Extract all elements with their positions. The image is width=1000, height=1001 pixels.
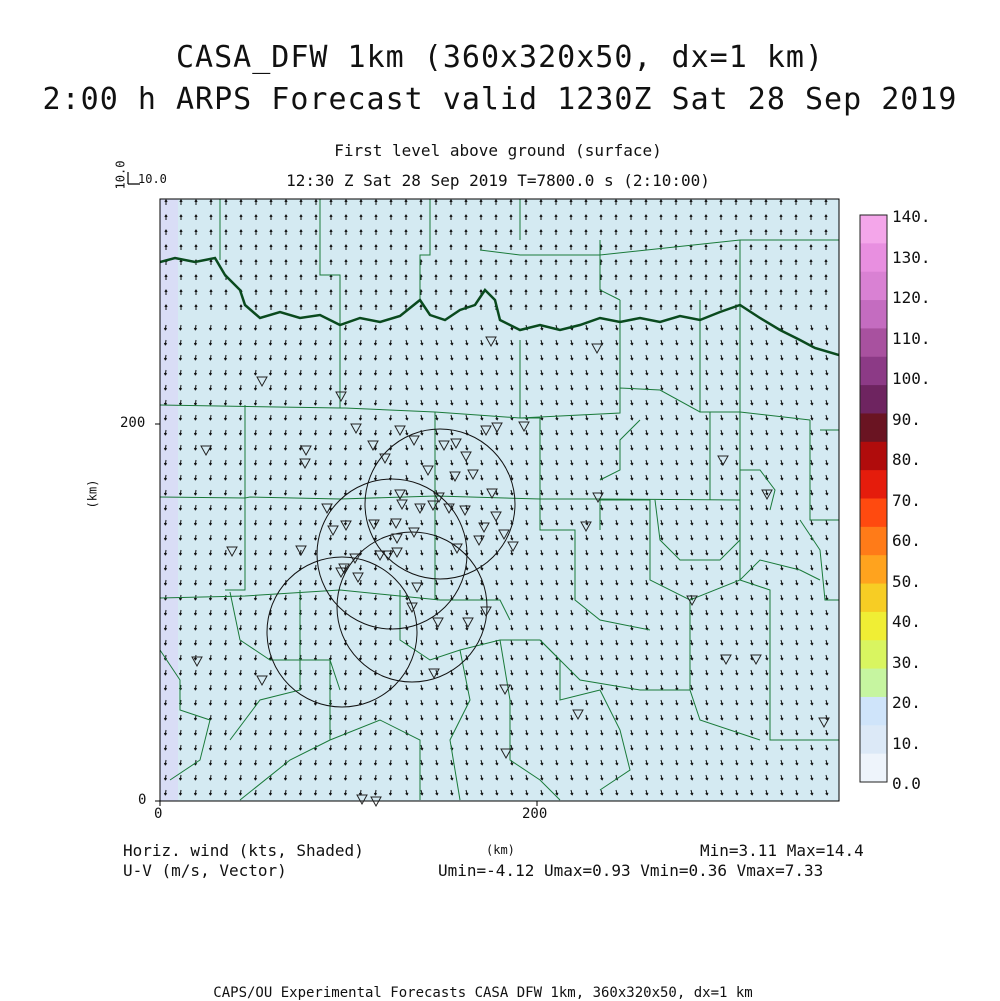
colorbar-swatch xyxy=(860,243,887,273)
min-max-readout: Min=3.11 Max=14.4 xyxy=(700,841,864,860)
radar-range-rings xyxy=(266,428,516,708)
county-boundaries xyxy=(160,199,839,801)
colorbar-swatch xyxy=(860,413,887,443)
title-line-2: 2:00 h ARPS Forecast valid 1230Z Sat 28 … xyxy=(42,82,958,117)
x-tick-200: 200 xyxy=(522,806,548,822)
colorbar-swatch xyxy=(860,611,887,641)
station-triangle-icons xyxy=(191,336,830,808)
station-markers xyxy=(191,336,830,808)
colorbar-swatch xyxy=(860,356,887,386)
wind-vector-field xyxy=(163,199,829,796)
x-axis-unit: (km) xyxy=(486,843,515,857)
x-tick-0: 0 xyxy=(154,806,163,822)
vector-legend: U-V (m/s, Vector) xyxy=(123,861,287,880)
colorbar-label: 120. xyxy=(892,288,931,307)
uv-range-readout: Umin=-4.12 Umax=0.93 Vmin=0.36 Vmax=7.33 xyxy=(438,861,824,880)
colorbar-label: 130. xyxy=(892,247,931,267)
colorbar-swatch xyxy=(860,215,887,244)
colorbar-label: 110. xyxy=(892,328,931,348)
colorbar-label: 70. xyxy=(892,490,921,510)
colorbar-swatch xyxy=(860,328,887,358)
colorbar-label: 90. xyxy=(892,409,921,429)
plot-frame xyxy=(159,198,840,802)
axis-ticks xyxy=(155,423,538,806)
shading-legend: Horiz. wind (kts, Shaded) xyxy=(123,841,364,860)
colorbar-label: 100. xyxy=(892,369,931,388)
colorbar-label: 30. xyxy=(892,652,921,672)
footer-caption: CAPS/OU Experimental Forecasts CASA DFW … xyxy=(213,985,753,1001)
colorbar-swatch xyxy=(860,470,887,499)
colorbar-label: 10. xyxy=(892,733,921,753)
colorbar-swatch xyxy=(860,271,887,301)
state-boundary xyxy=(160,256,839,357)
colorbar-swatch xyxy=(860,441,887,471)
colorbar xyxy=(859,214,888,783)
colorbar-label: 40. xyxy=(892,612,921,631)
colorbar-swatch xyxy=(860,498,887,528)
colorbar-swatch xyxy=(860,385,887,414)
colorbar-swatch xyxy=(860,300,887,329)
y-tick-200: 200 xyxy=(120,415,146,431)
wind-vectors xyxy=(163,199,829,796)
colorbar-label: 80. xyxy=(892,450,921,469)
colorbar-swatch xyxy=(860,668,887,698)
colorbar-swatch xyxy=(860,555,887,585)
colorbar-swatch xyxy=(860,640,887,670)
colorbar-label: 20. xyxy=(892,693,921,712)
colorbar-label: 140. xyxy=(892,207,931,226)
colorbar-frame xyxy=(859,214,888,783)
y-tick-0: 0 xyxy=(138,792,147,808)
time-info: 12:30 Z Sat 28 Sep 2019 T=7800.0 s (2:10… xyxy=(286,171,710,190)
low-wind-band xyxy=(160,199,178,801)
y-axis-unit: (km) xyxy=(85,479,100,509)
colorbar-swatch xyxy=(860,696,887,726)
colorbar-label: 0.0 xyxy=(892,774,921,793)
colorbar-label: 60. xyxy=(892,531,921,550)
colorbar-swatch xyxy=(860,526,887,556)
reference-vector-x-label: 10.0 xyxy=(138,172,167,186)
level-label: First level above ground (surface) xyxy=(334,141,662,160)
colorbar-swatch xyxy=(860,753,887,783)
colorbar-label: 50. xyxy=(892,571,921,591)
colorbar-swatch xyxy=(860,725,887,755)
colorbar-swatch xyxy=(860,583,887,613)
title-line-1: CASA_DFW 1km (360x320x50, dx=1 km) xyxy=(175,40,825,75)
reference-vector-icon xyxy=(127,172,140,185)
